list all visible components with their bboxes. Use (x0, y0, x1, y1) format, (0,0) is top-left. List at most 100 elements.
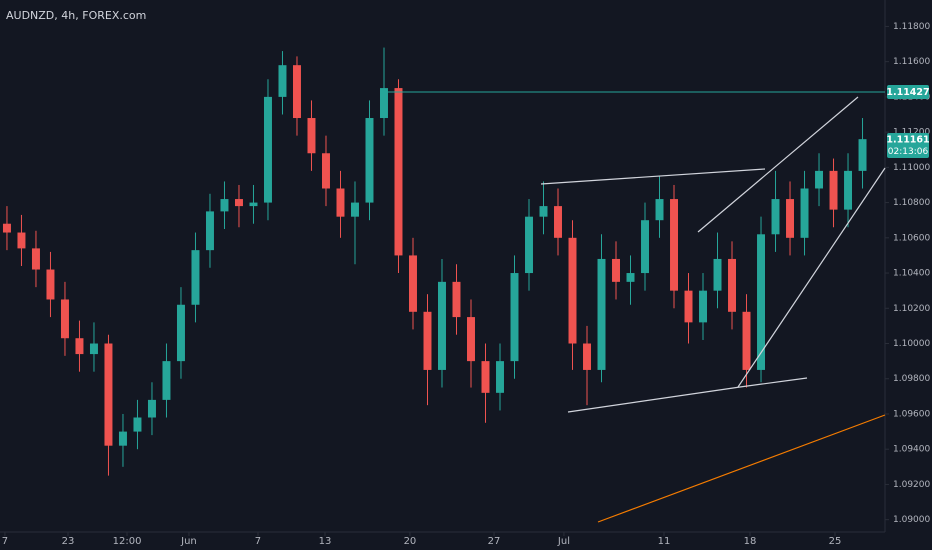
y-tick-label: 1.09000 (893, 515, 930, 525)
candle-body (858, 139, 867, 171)
x-tick-label: 18 (744, 536, 757, 547)
candle-body (176, 304, 185, 362)
candle-body (249, 202, 258, 207)
candle-body (205, 211, 214, 251)
candle-body (757, 234, 766, 370)
countdown: 02:13:06 (888, 147, 929, 157)
x-tick-label: 25 (829, 536, 842, 547)
candle-body (220, 199, 229, 212)
candle-body (786, 199, 795, 238)
candle-body (525, 216, 533, 274)
candle-body (583, 343, 591, 370)
candle-body (307, 118, 316, 154)
candle-body (191, 250, 200, 305)
candle-body (423, 311, 432, 370)
candle-body (336, 188, 345, 217)
candle-body (31, 248, 40, 270)
candle-body (147, 399, 156, 418)
candle-body (278, 65, 287, 97)
trend-line (697, 96, 859, 233)
price-line-label: 1.11427 (886, 87, 929, 98)
candle-body (612, 258, 620, 282)
candle-body (46, 269, 55, 300)
y-tick-label: 1.09600 (893, 409, 930, 419)
candle-body (234, 199, 243, 207)
candle-body (844, 170, 853, 210)
candle-body (409, 255, 417, 312)
trend-line (739, 377, 808, 388)
candle-body (394, 88, 403, 256)
y-tick-label: 1.11800 (893, 22, 930, 32)
y-tick-label: 1.10800 (893, 198, 930, 208)
candle-body (263, 96, 272, 203)
candle-body (104, 343, 113, 446)
candle-body (771, 199, 780, 235)
candle-body (568, 237, 577, 344)
candle-body (597, 258, 606, 370)
candle-body (380, 88, 388, 119)
x-tick-label: 7 (255, 536, 261, 547)
candle-body (829, 170, 838, 210)
x-tick-label: 12:00 (113, 536, 142, 547)
candle-body (641, 220, 649, 274)
y-tick-label: 1.10600 (893, 233, 930, 243)
candle-body (510, 273, 519, 362)
candle-body (684, 290, 693, 323)
candle-body (321, 153, 330, 189)
y-tick-label: 1.11200 (893, 128, 930, 138)
candle-body (292, 65, 301, 119)
candle-body (2, 223, 11, 233)
candle-body (133, 417, 142, 432)
y-tick-label: 1.10200 (893, 304, 930, 314)
candle-body (118, 431, 127, 446)
candle-body (815, 170, 824, 189)
candle-body (670, 199, 678, 291)
chart-title: AUDNZD, 4h, FOREX.com (6, 9, 146, 22)
price-line-tag (887, 85, 929, 99)
candle-body (699, 290, 707, 323)
last-price-tag (887, 133, 929, 158)
y-tick-label: 1.09400 (893, 445, 930, 455)
candle-body (452, 281, 461, 318)
candle-body (539, 206, 548, 217)
candle-body (800, 188, 809, 238)
y-tick-label: 1.10400 (893, 269, 930, 279)
candle-body (17, 232, 26, 249)
y-tick-label: 1.11600 (893, 57, 930, 67)
y-tick-label: 1.09800 (893, 374, 930, 384)
y-tick-label: 1.09200 (893, 480, 930, 490)
x-tick-label: 7 (2, 536, 8, 547)
trend-line (567, 386, 741, 413)
candle-body (60, 299, 69, 339)
candle-body (89, 343, 98, 355)
candle-body (713, 258, 722, 291)
candle-body (365, 118, 374, 203)
x-tick-label: 27 (488, 536, 501, 547)
candle-body (162, 361, 171, 400)
candle-body (438, 281, 446, 370)
x-tick-label: 20 (404, 536, 417, 547)
candle-body (626, 273, 635, 282)
x-tick-label: Jul (557, 536, 570, 547)
last-price-label: 1.11161 (886, 135, 929, 146)
trend-line (737, 167, 886, 388)
x-tick-label: 11 (658, 536, 671, 547)
trend-line (540, 168, 766, 185)
x-tick-label: 23 (62, 536, 75, 547)
candle-body (350, 202, 359, 217)
candle-body (467, 317, 475, 362)
candle-body (481, 361, 490, 393)
x-tick-label: Jun (180, 536, 197, 547)
candle-body (655, 199, 664, 221)
candle-body (554, 206, 562, 238)
y-tick-label: 1.11000 (893, 163, 930, 173)
y-tick-label: 1.10000 (893, 339, 930, 349)
candle-body (496, 361, 504, 393)
candle-body (742, 311, 751, 370)
x-tick-label: 13 (319, 536, 332, 547)
plot-area (2, 47, 867, 476)
candle-body (75, 338, 84, 355)
